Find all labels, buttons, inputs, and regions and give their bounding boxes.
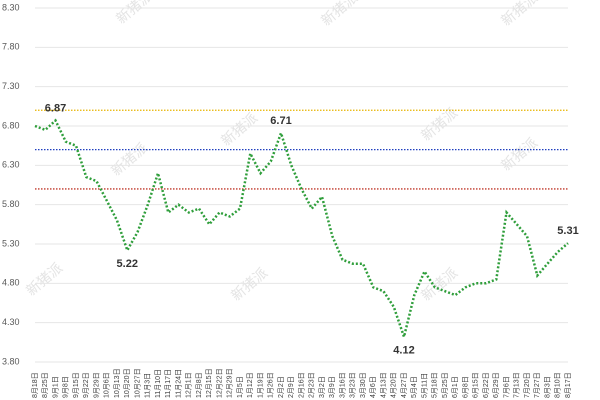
data-label: 5.22 <box>117 258 138 270</box>
x-tick-label: 12月15日 <box>205 368 213 398</box>
x-tick-label: 7月6日 <box>502 376 510 398</box>
watermark: 新猪派 <box>498 0 540 29</box>
x-tick-label: 7月13日 <box>513 372 521 398</box>
watermark: 新猪派 <box>418 104 460 143</box>
x-tick-label: 12月8日 <box>195 372 203 398</box>
x-tick-label: 11月24日 <box>174 369 182 398</box>
x-tick-label: 1月26日 <box>267 372 275 398</box>
x-tick-label: 9月8日 <box>62 376 70 398</box>
x-tick-label: 3月9日 <box>328 376 336 398</box>
y-tick-label: 5.30 <box>2 238 20 248</box>
x-tick-label: 2月16日 <box>297 372 305 398</box>
x-tick-label: 11月3日 <box>144 373 152 398</box>
x-tick-label: 4月27日 <box>400 372 408 398</box>
x-tick-label: 4月20日 <box>390 372 398 398</box>
x-tick-label: 5月25日 <box>441 372 449 398</box>
x-tick-label: 10月27日 <box>133 368 141 398</box>
y-tick-label: 3.80 <box>2 356 20 366</box>
y-tick-label: 6.30 <box>2 160 20 170</box>
price-line <box>34 118 569 342</box>
watermark: 新猪派 <box>113 0 155 27</box>
x-tick-label: 6月15日 <box>472 372 480 398</box>
x-tick-label: 1月12日 <box>246 372 254 398</box>
x-tick-label: 8月3日 <box>543 376 551 398</box>
y-tick-label: 8.30 <box>2 2 20 12</box>
data-label: 5.31 <box>557 225 578 237</box>
x-tick-label: 6月29日 <box>492 372 500 398</box>
x-tick-label: 2月23日 <box>308 372 316 398</box>
y-tick-label: 7.80 <box>2 42 20 52</box>
x-tick-label: 12月1日 <box>185 372 193 398</box>
x-tick-label: 3月2日 <box>318 376 326 398</box>
x-tick-label: 9月22日 <box>82 372 90 398</box>
y-tick-label: 5.80 <box>2 199 20 209</box>
x-tick-label: 4月6日 <box>369 376 377 398</box>
watermark: 新猪派 <box>228 264 270 303</box>
data-label: 6.87 <box>45 102 66 114</box>
x-tick-label: 10月13日 <box>113 368 121 398</box>
x-tick-label: 9月15日 <box>72 372 80 398</box>
watermark: 新猪派 <box>498 134 540 173</box>
x-tick-label: 8月17日 <box>564 372 572 398</box>
x-tick-label: 7月27日 <box>533 372 541 398</box>
x-tick-label: 8月10日 <box>554 372 562 398</box>
x-tick-label: 3月30日 <box>359 372 367 398</box>
watermark: 新猪派 <box>218 109 260 148</box>
watermark: 新猪派 <box>23 259 65 298</box>
x-tick-label: 6月8日 <box>461 376 469 398</box>
x-tick-label: 11月10日 <box>154 369 162 398</box>
x-tick-label: 12月29日 <box>226 368 234 398</box>
watermark: 新猪派 <box>108 139 150 178</box>
x-tick-label: 2月9日 <box>287 376 295 398</box>
x-tick-label: 11月17日 <box>164 369 172 398</box>
x-tick-label: 2月2日 <box>277 376 285 398</box>
x-tick-label: 5月18日 <box>431 372 439 398</box>
x-tick-label: 12月22日 <box>215 368 223 398</box>
x-tick-label: 7月20日 <box>523 372 531 398</box>
x-tick-label: 4月13日 <box>379 372 387 398</box>
y-tick-label: 6.80 <box>2 120 20 130</box>
y-tick-label: 7.30 <box>2 81 20 91</box>
data-label: 6.71 <box>270 115 291 127</box>
x-tick-label: 3月16日 <box>338 372 346 398</box>
x-tick-label: 6月22日 <box>482 372 490 398</box>
x-tick-label: 1月19日 <box>256 372 264 398</box>
x-tick-label: 8月25日 <box>41 372 49 398</box>
x-tick-label: 3月23日 <box>349 372 357 398</box>
watermark: 新猪派 <box>418 264 460 303</box>
x-tick-label: 9月1日 <box>51 376 59 398</box>
x-tick-label: 8月18日 <box>31 372 39 398</box>
x-tick-label: 5月4日 <box>410 376 418 398</box>
watermark: 新猪派 <box>318 0 360 29</box>
x-tick-label: 10月6日 <box>103 372 111 398</box>
x-tick-label: 9月29日 <box>92 372 100 398</box>
y-tick-label: 4.30 <box>2 317 20 327</box>
x-tick-label: 5月11日 <box>420 373 428 398</box>
x-tick-label: 1月5日 <box>236 376 244 398</box>
data-label: 4.12 <box>393 345 414 357</box>
y-tick-label: 4.80 <box>2 278 20 288</box>
x-tick-label: 6月1日 <box>451 376 459 398</box>
x-tick-label: 10月20日 <box>123 368 131 398</box>
